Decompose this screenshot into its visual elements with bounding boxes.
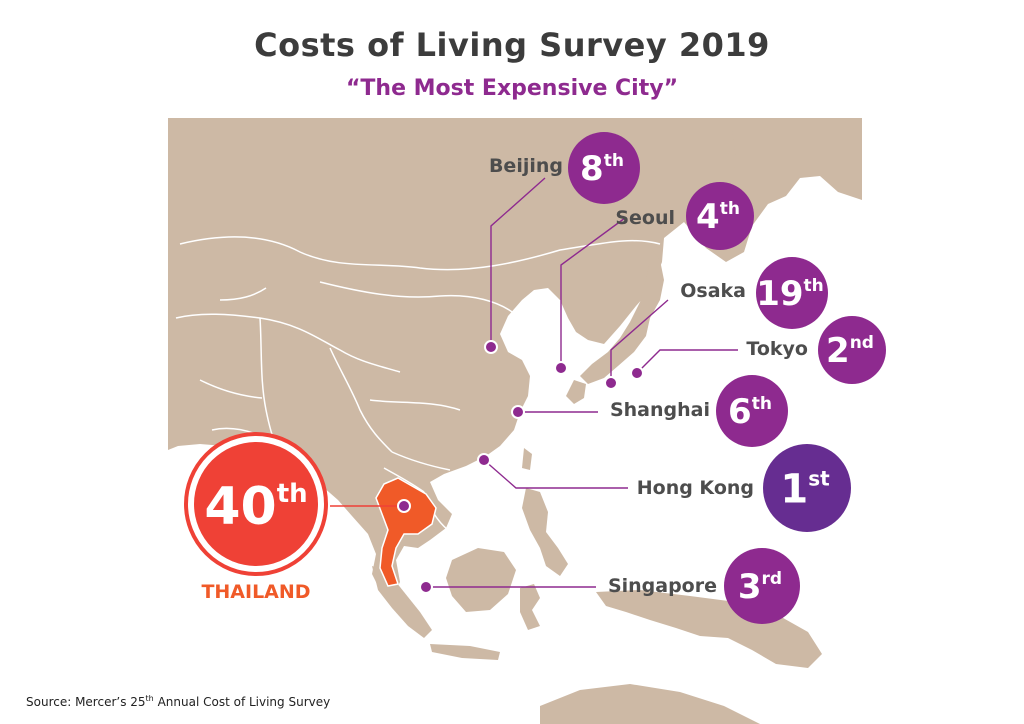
rank-badge-tokyo	[818, 316, 886, 384]
australia-north	[540, 684, 760, 724]
rank-text-seoul: 4th	[696, 197, 740, 237]
rank-text-hong-kong: 1st	[780, 466, 830, 512]
leader-line-hongkong	[483, 459, 628, 489]
japan-honshu	[580, 250, 664, 384]
source-sup: th	[145, 694, 154, 703]
rank-text-singapore: 3rd	[738, 567, 782, 607]
japan-kyushu	[566, 380, 586, 404]
rank-number-singapore: 3	[738, 567, 762, 607]
sumatra	[372, 566, 432, 638]
rank-text-shanghai: 6th	[728, 392, 772, 432]
thailand-rank-number: 40	[204, 477, 276, 537]
city-marker-beijing	[484, 340, 498, 354]
mainland-asia	[168, 118, 862, 598]
rank-badge-singapore	[724, 548, 800, 624]
rank-badge-hong-kong	[763, 444, 851, 532]
leader-line-seoul	[560, 217, 626, 368]
rank-number-hong-kong: 1	[780, 466, 808, 512]
rank-suffix-hong-kong: st	[808, 466, 830, 490]
rank-number-beijing: 8	[580, 149, 604, 189]
rank-number-osaka: 19	[756, 274, 803, 314]
rank-suffix-shanghai: th	[752, 394, 772, 414]
city-label-beijing: Beijing	[489, 155, 563, 177]
leader-line-beijing	[490, 177, 546, 347]
rank-text-beijing: 8th	[580, 149, 624, 189]
philippines	[522, 488, 568, 576]
page-title: Costs of Living Survey 2019	[254, 26, 770, 64]
city-marker-singapore	[419, 580, 433, 594]
city-marker-tokyo	[630, 366, 644, 380]
city-label-singapore: Singapore	[608, 575, 717, 597]
rank-number-shanghai: 6	[728, 392, 752, 432]
rank-text-tokyo: 2nd	[826, 331, 874, 371]
sulawesi	[520, 584, 540, 630]
borneo	[446, 548, 516, 612]
rank-suffix-tokyo: nd	[850, 333, 874, 353]
thailand-country	[375, 477, 437, 587]
rank-suffix-singapore: rd	[762, 569, 783, 589]
new-guinea	[596, 590, 822, 668]
leader-line-osaka	[610, 299, 669, 383]
rank-number-tokyo: 2	[826, 331, 850, 371]
city-marker-osaka	[604, 376, 618, 390]
page-subtitle: “The Most Expensive City”	[345, 76, 679, 101]
sakhalin	[720, 128, 736, 186]
source-suffix: Annual Cost of Living Survey	[153, 695, 331, 709]
thailand-marker	[397, 499, 411, 513]
thailand-rank-badge: 40th THAILAND	[184, 432, 411, 603]
thailand-badge-fill	[194, 442, 318, 566]
country-borders	[175, 236, 661, 531]
thailand-rank-text: 40th	[204, 477, 307, 537]
rank-number-seoul: 4	[696, 197, 720, 237]
city-marker-shanghai	[511, 405, 525, 419]
source-note: Source: Mercer’s 25th Annual Cost of Liv…	[26, 694, 330, 709]
java	[430, 644, 500, 660]
thailand-rank-suffix: th	[277, 479, 308, 509]
rank-badge-osaka	[756, 257, 828, 329]
rank-suffix-osaka: th	[804, 276, 824, 296]
rank-text-osaka: 19th	[756, 274, 824, 314]
city-label-seoul: Seoul	[615, 207, 675, 229]
rank-badge-beijing	[568, 132, 640, 204]
city-marker-hong-kong	[477, 453, 491, 467]
source-prefix: Source: Mercer’s 25	[26, 695, 146, 709]
rank-suffix-beijing: th	[604, 151, 624, 171]
rank-badge-shanghai	[716, 375, 788, 447]
city-marker-seoul	[554, 361, 568, 375]
city-label-hong-kong: Hong Kong	[637, 477, 754, 499]
city-label-osaka: Osaka	[680, 280, 746, 302]
leader-line-tokyo	[636, 349, 738, 374]
rank-suffix-seoul: th	[720, 199, 740, 219]
city-label-tokyo: Tokyo	[746, 338, 808, 360]
rank-badge-seoul	[686, 182, 754, 250]
thailand-label: THAILAND	[201, 581, 310, 603]
taiwan	[522, 448, 532, 470]
city-label-shanghai: Shanghai	[610, 399, 710, 421]
